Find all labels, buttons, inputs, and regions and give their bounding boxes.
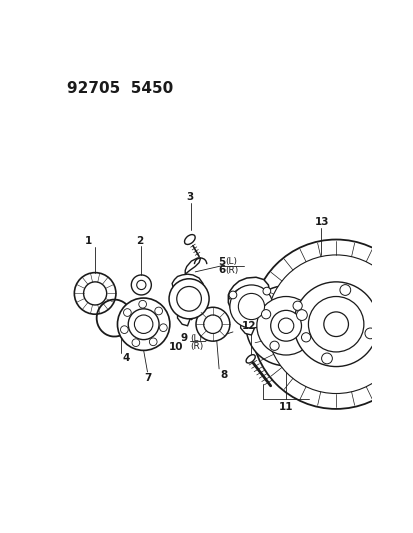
- Circle shape: [293, 282, 377, 367]
- Circle shape: [117, 298, 169, 350]
- Text: 2: 2: [136, 236, 143, 246]
- Circle shape: [256, 296, 315, 355]
- Circle shape: [238, 294, 264, 320]
- Circle shape: [261, 310, 270, 319]
- Text: 12: 12: [241, 321, 256, 331]
- Circle shape: [321, 353, 332, 364]
- Circle shape: [123, 309, 131, 317]
- Text: 92705  5450: 92705 5450: [66, 81, 173, 96]
- Circle shape: [203, 315, 222, 334]
- Circle shape: [176, 287, 201, 311]
- Circle shape: [83, 282, 107, 305]
- Text: 8: 8: [220, 370, 227, 380]
- Polygon shape: [240, 320, 254, 335]
- Polygon shape: [177, 312, 190, 326]
- Circle shape: [269, 341, 278, 350]
- Circle shape: [292, 301, 301, 310]
- Circle shape: [301, 333, 310, 342]
- Circle shape: [245, 286, 325, 366]
- Text: (L): (L): [225, 257, 237, 266]
- Circle shape: [195, 308, 229, 341]
- Circle shape: [278, 318, 293, 334]
- Circle shape: [270, 310, 301, 341]
- Circle shape: [266, 255, 404, 393]
- Circle shape: [149, 338, 157, 346]
- Circle shape: [262, 287, 270, 295]
- Text: 10: 10: [169, 342, 183, 352]
- Text: 7: 7: [143, 373, 151, 383]
- Text: 4: 4: [122, 353, 129, 363]
- Text: (R): (R): [225, 266, 238, 275]
- Circle shape: [323, 312, 348, 336]
- Circle shape: [134, 315, 152, 334]
- Circle shape: [296, 310, 306, 320]
- Circle shape: [120, 326, 128, 334]
- Text: 13: 13: [314, 217, 329, 227]
- Circle shape: [228, 291, 236, 299]
- Circle shape: [159, 324, 167, 332]
- Ellipse shape: [184, 235, 195, 245]
- Circle shape: [308, 296, 363, 352]
- Circle shape: [128, 309, 159, 340]
- Circle shape: [169, 279, 209, 319]
- Circle shape: [229, 285, 272, 328]
- Text: 11: 11: [278, 401, 293, 411]
- Text: 1: 1: [85, 236, 92, 246]
- Text: (L): (L): [190, 334, 202, 343]
- Ellipse shape: [245, 354, 255, 363]
- Circle shape: [364, 328, 375, 339]
- Circle shape: [339, 285, 350, 295]
- Text: 3: 3: [186, 192, 193, 202]
- Polygon shape: [185, 258, 200, 274]
- Circle shape: [136, 280, 146, 289]
- Text: (R): (R): [190, 342, 203, 351]
- Circle shape: [131, 275, 151, 295]
- Circle shape: [138, 301, 146, 308]
- Circle shape: [154, 307, 162, 315]
- Polygon shape: [228, 277, 269, 324]
- Text: 9: 9: [180, 333, 187, 343]
- Text: 5: 5: [218, 257, 225, 267]
- Text: 6: 6: [218, 265, 225, 276]
- Circle shape: [251, 239, 413, 409]
- Circle shape: [74, 273, 116, 314]
- Polygon shape: [172, 274, 205, 320]
- Circle shape: [132, 339, 139, 346]
